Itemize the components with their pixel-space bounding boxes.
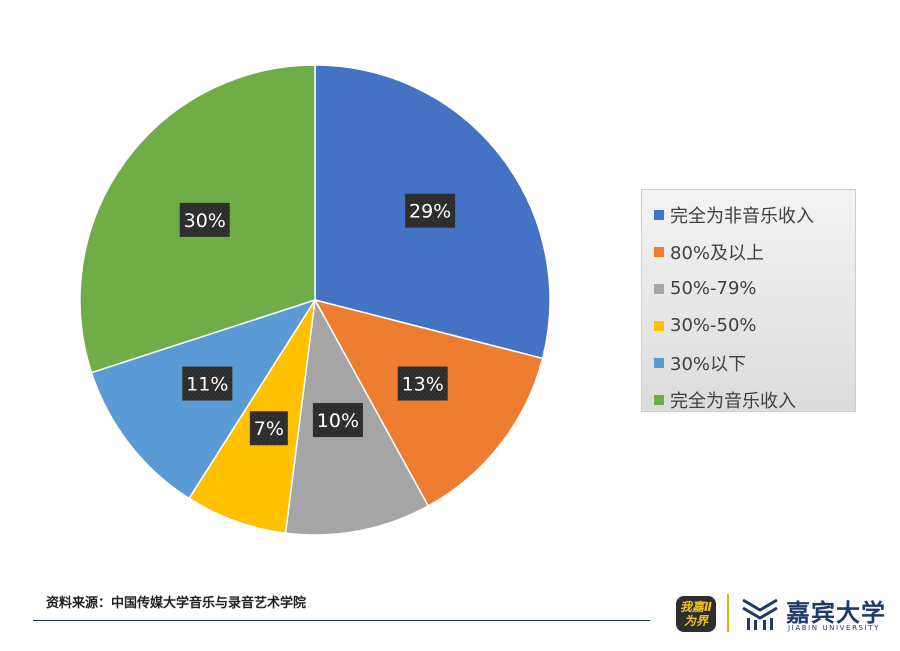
pie-slice — [313, 298, 544, 507]
data-label-text: 30% — [184, 210, 226, 232]
data-label-text: 10% — [317, 410, 359, 432]
legend-item: 30%-50% — [654, 307, 855, 344]
legend-swatch — [654, 320, 664, 331]
pie-data-labels: 29% 13% 10% 7% 11% 30% — [179, 193, 456, 446]
data-label: 29% — [405, 193, 456, 228]
legend-swatch — [654, 283, 664, 294]
legend-label: 完全为音乐收入 — [670, 390, 796, 412]
legend-swatch — [654, 209, 664, 220]
legend-label: 完全为非音乐收入 — [670, 205, 814, 227]
legend-label: 30%-50% — [670, 315, 757, 336]
university-logo-icon — [742, 598, 778, 630]
legend-swatch — [654, 394, 664, 405]
data-label-box — [179, 202, 230, 237]
legend-item: 80%及以上 — [654, 233, 855, 270]
university-name: 嘉宾大学 — [786, 599, 886, 627]
data-label-text: 11% — [186, 374, 228, 396]
data-label-box — [397, 366, 448, 401]
data-label: 10% — [312, 403, 363, 438]
data-label-text: 13% — [402, 374, 444, 396]
legend-item: 50%-79% — [654, 270, 855, 307]
pie-slices — [79, 64, 551, 536]
data-label: 11% — [182, 366, 233, 401]
data-label: 30% — [179, 202, 230, 237]
podcast-logo-text: 我嘉Ⅱ为界 — [680, 600, 712, 628]
logo-divider — [727, 594, 729, 632]
legend-item: 完全为非音乐收入 — [654, 196, 855, 233]
data-label-box — [182, 366, 233, 401]
university-subtitle: JIABIN UNIVERSITY — [788, 624, 881, 632]
legend-swatch — [654, 246, 664, 257]
chart-legend: 完全为非音乐收入 80%及以上 50%-79% 30%-50% 30%以下 完全… — [641, 189, 856, 412]
podcast-logo: 我嘉Ⅱ为界 — [676, 596, 716, 632]
footer-divider — [33, 620, 650, 621]
legend-item: 30%以下 — [654, 344, 855, 381]
legend-label: 50%-79% — [670, 278, 757, 299]
data-label-box — [249, 411, 288, 446]
legend-label: 80%及以上 — [670, 242, 765, 264]
legend-item: 完全为音乐收入 — [654, 381, 855, 418]
data-label-text: 7% — [254, 418, 284, 440]
source-note: 资料来源：中国传媒大学音乐与录音艺术学院 — [46, 596, 307, 611]
legend-swatch — [654, 357, 664, 368]
data-label-text: 29% — [409, 201, 451, 223]
data-label: 7% — [249, 411, 288, 446]
data-label: 13% — [397, 366, 448, 401]
data-label-box — [405, 193, 456, 228]
data-label-box — [312, 403, 363, 438]
legend-label: 30%以下 — [670, 353, 747, 375]
